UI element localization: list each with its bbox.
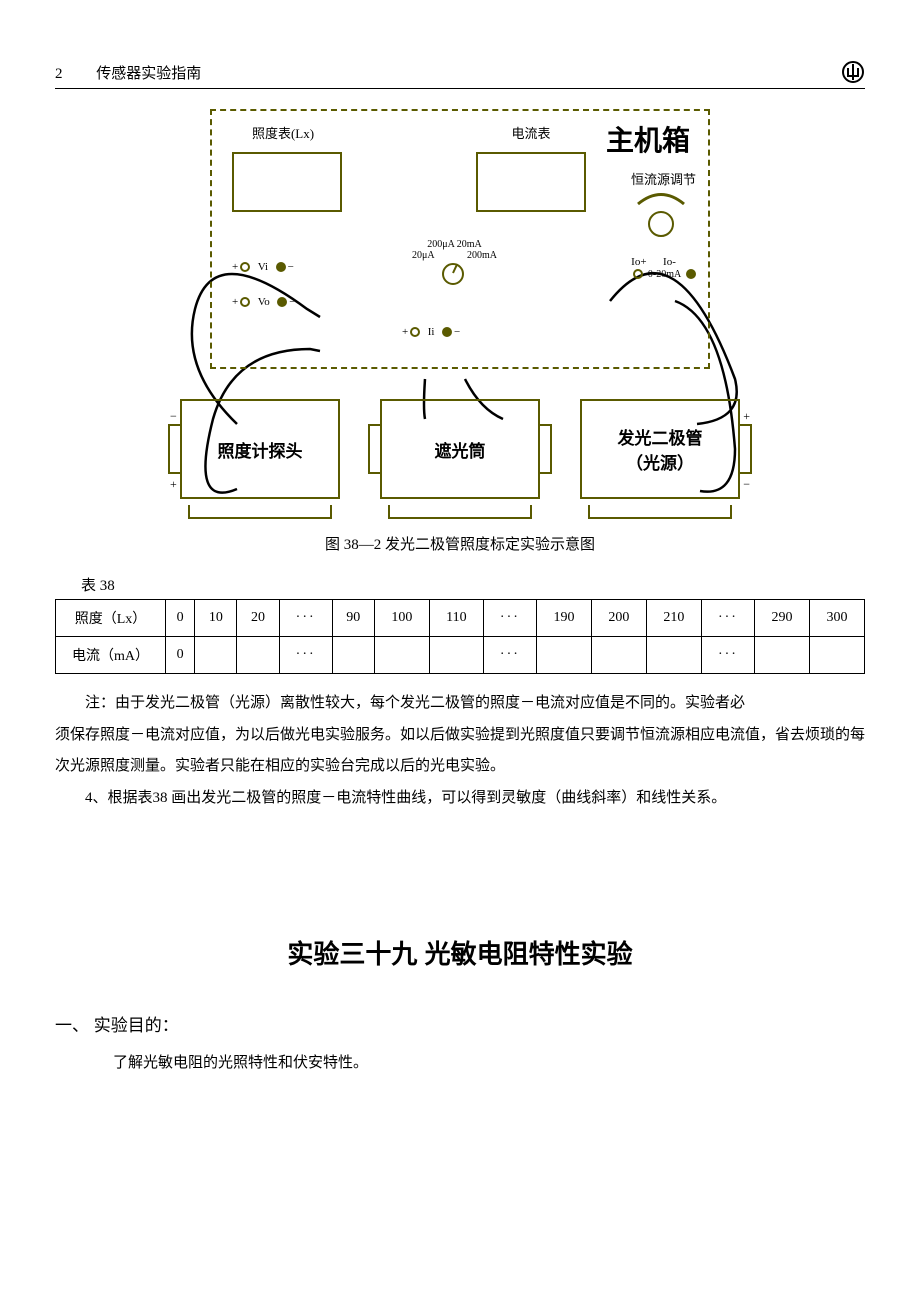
header-left: 2 传感器实验指南	[55, 62, 201, 83]
module1-term-plus: +	[170, 477, 177, 492]
cell	[195, 637, 237, 674]
table-row: 电流（mA） 0 ··· ··· ···	[56, 637, 865, 674]
module1-base	[188, 505, 332, 519]
display2-label: 电流表	[511, 123, 550, 142]
module3-flap-right	[740, 424, 752, 474]
module1-flap-left	[168, 424, 180, 474]
row2-header: 电流（mA）	[56, 637, 166, 674]
cell: 290	[755, 600, 810, 637]
section-title: 实验三十九 光敏电阻特性实验	[55, 934, 865, 971]
display2-box	[476, 152, 586, 212]
vo-label: Vo	[258, 296, 270, 308]
module3-label1: 发光二极管	[618, 424, 703, 449]
cell: ···	[483, 637, 536, 674]
cell: 0	[166, 600, 195, 637]
cell: 110	[429, 600, 483, 637]
module2-label: 遮光筒	[435, 437, 486, 462]
module1-body: 照度计探头	[180, 399, 340, 499]
module3-term-minus: −	[743, 477, 750, 492]
row1-header: 照度（Lx）	[56, 600, 166, 637]
table-row: 照度（Lx） 0 10 20 ··· 90 100 110 ··· 190 20…	[56, 600, 865, 637]
cell: ···	[279, 637, 332, 674]
diagram-caption: 图 38—2 发光二极管照度标定实验示意图	[135, 533, 785, 554]
main-box: 主机箱 恒流源调节 照度表(Lx) 电流表 200μA 20mA 20μA200…	[210, 109, 710, 369]
cell	[591, 637, 646, 674]
module-row: − + 照度计探头 遮光筒 + − 发光二极管 （光源）	[135, 399, 785, 519]
cell: ···	[483, 600, 536, 637]
display1-label: 照度表(Lx)	[252, 123, 314, 142]
module3-label2: （光源）	[626, 449, 694, 474]
cell	[755, 637, 810, 674]
vo-terminal: + Vo −	[232, 296, 295, 308]
module2: 遮光筒	[370, 399, 550, 519]
page-number: 2	[55, 66, 63, 82]
cell: ···	[701, 600, 754, 637]
io-minus: Io-	[663, 256, 676, 268]
display1-box	[232, 152, 342, 212]
module1-label: 照度计探头	[218, 437, 303, 462]
sel-s2: 20mA	[457, 239, 482, 250]
regulator-knob	[648, 211, 674, 237]
display1-wrapper: 照度表(Lx)	[224, 123, 342, 212]
module3-base	[588, 505, 732, 519]
sel-s4: 200mA	[467, 250, 497, 261]
module3: + − 发光二极管 （光源）	[570, 399, 750, 519]
vi-label: Vi	[258, 261, 268, 273]
vi-terminal: + Vi −	[232, 261, 294, 273]
sub-heading-1: 一、 实验目的：	[55, 1011, 865, 1036]
data-table: 照度（Lx） 0 10 20 ··· 90 100 110 ··· 190 20…	[55, 599, 865, 674]
module3-body: 发光二极管 （光源）	[580, 399, 740, 499]
io-terminal: Io+ Io- 0-20mA	[631, 256, 698, 280]
cell: 100	[374, 600, 429, 637]
note-p2: 须保存照度－电流对应值，为以后做光电实验服务。如以后做实验提到光照度值只要调节恒…	[55, 720, 865, 783]
body-text: 注：由于发光二极管（光源）离散性较大，每个发光二极管的照度－电流对应值是不同的。…	[55, 688, 865, 814]
diagram-container: 主机箱 恒流源调节 照度表(Lx) 电流表 200μA 20mA 20μA200…	[135, 109, 785, 554]
cell: 190	[536, 600, 591, 637]
note-p1: 注：由于发光二极管（光源）离散性较大，每个发光二极管的照度－电流对应值是不同的。…	[55, 688, 865, 720]
cell	[646, 637, 701, 674]
cell	[374, 637, 429, 674]
sel-s3: 20μA	[412, 250, 435, 261]
heading-num: 一、	[55, 1016, 89, 1035]
module2-flap-right	[540, 424, 552, 474]
cell	[536, 637, 591, 674]
cell	[429, 637, 483, 674]
module2-base	[388, 505, 532, 519]
sub-body-1: 了解光敏电阻的光照特性和伏安特性。	[83, 1048, 865, 1078]
table-label: 表 38	[81, 574, 865, 595]
ii-terminal: + Ii −	[402, 326, 460, 338]
cell: 90	[332, 600, 374, 637]
cell: 200	[591, 600, 646, 637]
module3-term-plus: +	[743, 409, 750, 424]
cell: ···	[701, 637, 754, 674]
module1-term-minus: −	[170, 409, 177, 424]
io-plus: Io+	[631, 256, 646, 268]
cell: 20	[237, 600, 279, 637]
cell: ···	[279, 600, 332, 637]
book-title: 传感器实验指南	[96, 66, 201, 82]
cell: 210	[646, 600, 701, 637]
cell	[332, 637, 374, 674]
module2-body: 遮光筒	[380, 399, 540, 499]
io-range: 0-20mA	[648, 269, 681, 280]
cell: 300	[809, 600, 864, 637]
note-p3: 4、根据表38 画出发光二极管的照度－电流特性曲线，可以得到灵敏度（曲线斜率）和…	[55, 783, 865, 815]
selector-knob	[442, 263, 464, 285]
logo-icon	[841, 60, 865, 84]
display2-wrapper: 电流表	[476, 123, 586, 212]
sel-s1: 200μA	[427, 239, 454, 250]
cell: 10	[195, 600, 237, 637]
cell	[809, 637, 864, 674]
ii-label: Ii	[428, 326, 435, 338]
page-header: 2 传感器实验指南	[55, 60, 865, 89]
selector-labels: 200μA 20mA 20μA 200mA	[412, 239, 497, 261]
module2-flap-left	[368, 424, 380, 474]
module1: − + 照度计探头	[170, 399, 350, 519]
heading-text: 实验目的：	[94, 1016, 179, 1035]
cell: 0	[166, 637, 195, 674]
cell	[237, 637, 279, 674]
